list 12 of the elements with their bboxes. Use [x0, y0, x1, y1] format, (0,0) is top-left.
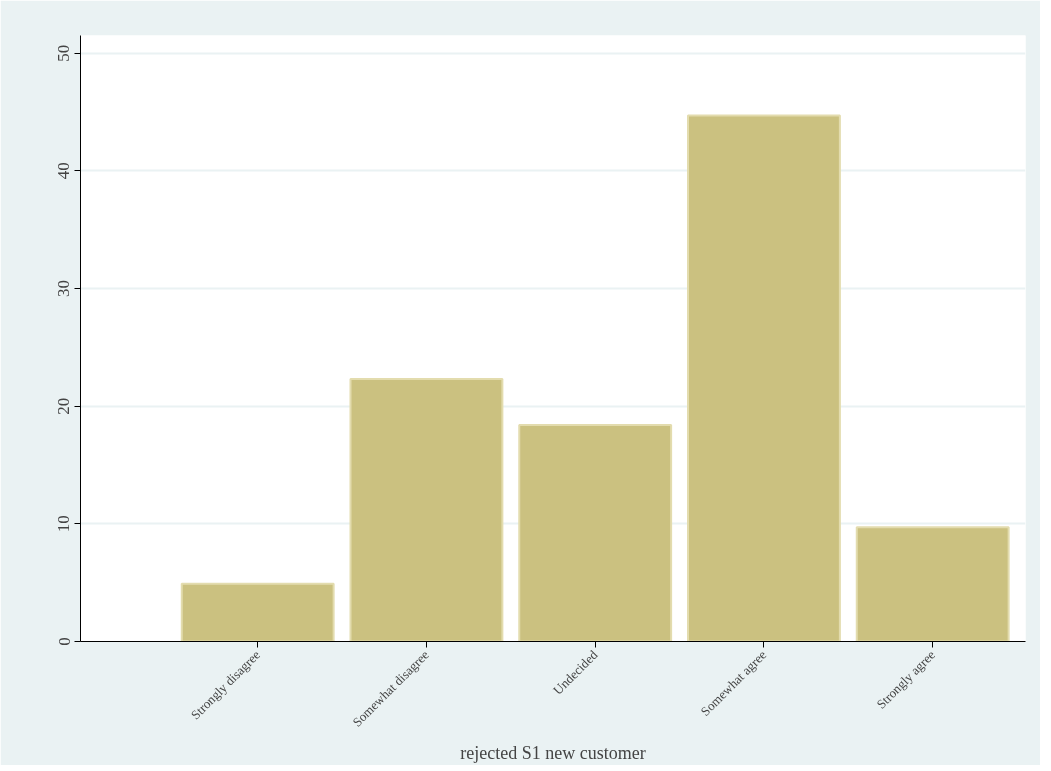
y-tick-label: 20: [54, 397, 74, 415]
x-axis-title: rejected S1 new customer: [460, 742, 646, 763]
bar: [349, 378, 504, 642]
y-tick-label: 40: [54, 162, 74, 180]
bar: [855, 526, 1010, 642]
y-tick-label: 50: [54, 44, 74, 62]
y-tick-label: 10: [54, 515, 74, 533]
y-tick-label: 30: [54, 279, 74, 297]
bar: [687, 114, 841, 642]
y-tick-label: 0: [54, 637, 74, 646]
bar: [180, 582, 335, 642]
bar: [518, 423, 673, 642]
